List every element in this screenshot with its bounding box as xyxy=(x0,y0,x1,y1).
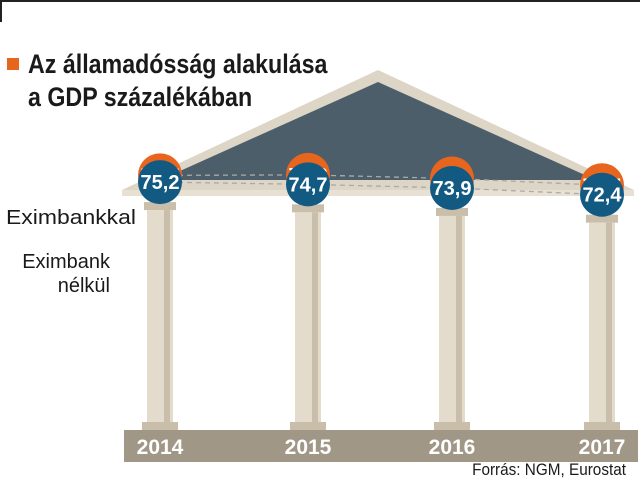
left-border xyxy=(0,0,2,22)
column-2015 xyxy=(290,204,326,430)
columns xyxy=(142,202,620,430)
data-label: 74,7 xyxy=(289,174,328,196)
column-2014 xyxy=(142,202,178,430)
column-2016 xyxy=(434,207,470,430)
x-tick-label: 2017 xyxy=(579,436,626,459)
top-border xyxy=(0,0,640,2)
series-lines xyxy=(159,174,603,196)
chart-title-line2: a GDP százalékában xyxy=(28,82,253,112)
series-line-eximbankkal xyxy=(159,174,603,186)
legend-eximbank: Eximbank xyxy=(22,251,111,273)
x-tick-label: 2014 xyxy=(137,436,184,459)
point-eximbank-nelkul-2014 xyxy=(138,160,182,205)
column-capital xyxy=(144,202,176,211)
data-label: 73,9 xyxy=(433,178,472,200)
base-plinth xyxy=(124,430,638,462)
x-tick-labels: 2014 2015 2016 2017 xyxy=(137,436,626,459)
column-capital xyxy=(436,207,468,216)
chart-title: Az államadósság alakulása a GDP százalék… xyxy=(28,48,327,114)
column-base xyxy=(434,422,470,430)
roof xyxy=(160,82,596,180)
column-capital xyxy=(586,214,618,223)
column-flute xyxy=(606,222,612,430)
column-flute xyxy=(456,215,462,430)
data-points: 76,776,87674,575,274,773,972,4 xyxy=(138,152,624,217)
roof-beam xyxy=(122,190,634,196)
series-line-eximbank-nelkul xyxy=(159,181,603,196)
x-tick-label: 2015 xyxy=(285,436,332,459)
data-label: 75,2 xyxy=(141,172,180,194)
column-base xyxy=(142,422,178,430)
legend-nelkul: nélkül xyxy=(58,275,110,297)
legend-eximbankkal: Eximbankkal xyxy=(6,207,136,229)
column-flute xyxy=(164,210,170,430)
title-marker xyxy=(7,58,19,70)
column-base xyxy=(584,422,620,430)
source-note: Forrás: NGM, Eurostat xyxy=(472,460,626,479)
point-eximbank-nelkul-2016 xyxy=(430,165,474,210)
column-2017 xyxy=(584,214,620,430)
point-eximbank-nelkul-2017 xyxy=(580,172,624,217)
column-base xyxy=(290,422,326,430)
x-tick-label: 2016 xyxy=(429,436,476,459)
chart-title-line1: Az államadósság alakulása xyxy=(28,49,328,79)
column-capital xyxy=(292,204,324,213)
column-flute xyxy=(312,212,318,430)
data-label: 72,4 xyxy=(583,185,623,207)
point-eximbank-nelkul-2015 xyxy=(286,162,330,207)
